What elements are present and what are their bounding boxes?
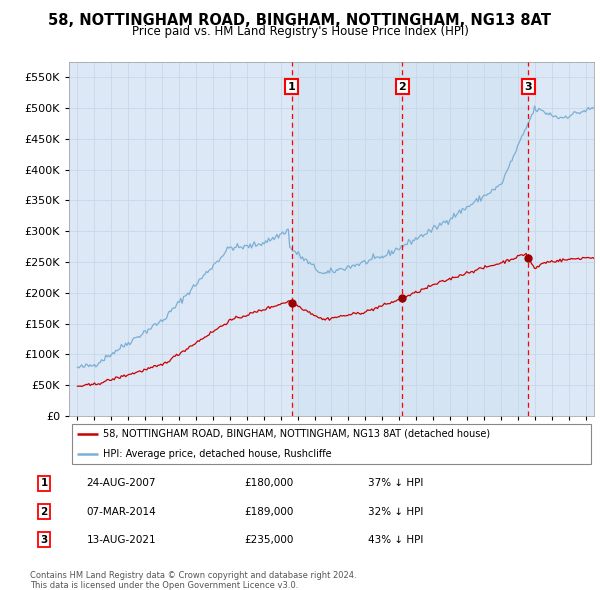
Text: 13-AUG-2021: 13-AUG-2021 — [86, 535, 156, 545]
Text: 1: 1 — [288, 81, 296, 91]
Text: 07-MAR-2014: 07-MAR-2014 — [86, 507, 156, 516]
Text: 58, NOTTINGHAM ROAD, BINGHAM, NOTTINGHAM, NG13 8AT (detached house): 58, NOTTINGHAM ROAD, BINGHAM, NOTTINGHAM… — [103, 429, 490, 439]
Text: 1: 1 — [40, 478, 48, 488]
Text: £180,000: £180,000 — [244, 478, 293, 488]
Text: 37% ↓ HPI: 37% ↓ HPI — [368, 478, 424, 488]
Text: 3: 3 — [40, 535, 48, 545]
Text: 43% ↓ HPI: 43% ↓ HPI — [368, 535, 424, 545]
Text: £189,000: £189,000 — [244, 507, 293, 516]
Text: 3: 3 — [524, 81, 532, 91]
Text: 32% ↓ HPI: 32% ↓ HPI — [368, 507, 424, 516]
Text: 24-AUG-2007: 24-AUG-2007 — [86, 478, 156, 488]
Text: Contains HM Land Registry data © Crown copyright and database right 2024.: Contains HM Land Registry data © Crown c… — [30, 571, 356, 580]
Text: This data is licensed under the Open Government Licence v3.0.: This data is licensed under the Open Gov… — [30, 581, 298, 589]
Text: 58, NOTTINGHAM ROAD, BINGHAM, NOTTINGHAM, NG13 8AT: 58, NOTTINGHAM ROAD, BINGHAM, NOTTINGHAM… — [49, 13, 551, 28]
Text: 2: 2 — [398, 81, 406, 91]
Text: Price paid vs. HM Land Registry's House Price Index (HPI): Price paid vs. HM Land Registry's House … — [131, 25, 469, 38]
Bar — [292, 62, 528, 416]
FancyBboxPatch shape — [71, 424, 592, 464]
Text: 2: 2 — [40, 507, 48, 516]
Text: HPI: Average price, detached house, Rushcliffe: HPI: Average price, detached house, Rush… — [103, 449, 332, 459]
Text: £235,000: £235,000 — [244, 535, 293, 545]
